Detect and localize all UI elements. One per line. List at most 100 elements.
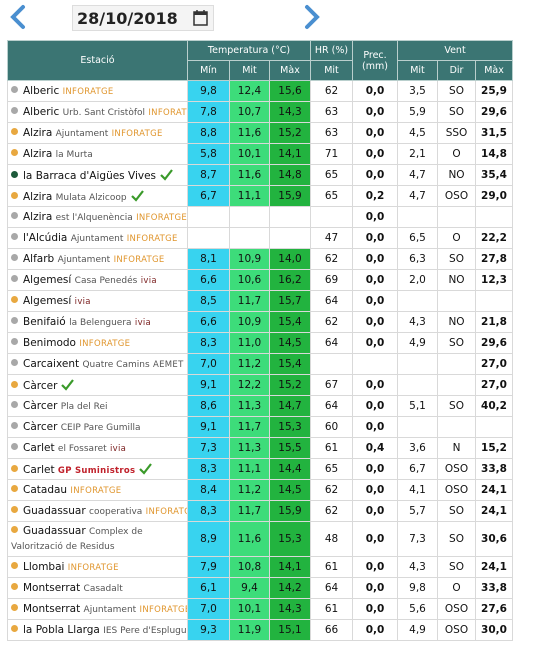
header-cell[interactable]: Màx: [269, 60, 311, 81]
value-cell: [474, 416, 514, 438]
status-dot: [11, 485, 18, 492]
verified-icon: [139, 462, 153, 475]
network-label: INFORATGE: [148, 108, 187, 118]
status-dot: [11, 562, 18, 569]
status-dot: [11, 359, 18, 366]
value-cell: 10,9: [229, 311, 270, 333]
network-label: ivia: [134, 318, 152, 328]
value-cell: 0,0: [352, 164, 398, 186]
status-dot: [11, 338, 18, 345]
station-row: Alfarb Ajuntament INFORATGE 8,1 10,9 14,0 62…: [7, 248, 514, 270]
value-cell: 30,0: [474, 619, 514, 641]
value-cell: 11,0: [229, 332, 270, 354]
network-label: INFORATGE: [111, 129, 163, 139]
header-cell[interactable]: Mit: [310, 60, 353, 81]
value-cell: 0,0: [352, 521, 398, 557]
station-row: l'Alcúdia Ajuntament INFORATGE 47 0,0 6,5 O 2…: [7, 227, 514, 249]
header-cell[interactable]: Mit: [229, 60, 270, 81]
value-cell: 11,7: [229, 416, 270, 438]
value-cell: 9,8: [397, 577, 438, 599]
station-row: Guadassuar Complex de Valorització de Re…: [7, 521, 514, 557]
value-cell: 15,1: [269, 619, 311, 641]
value-cell: OSO: [437, 479, 476, 501]
header-cell[interactable]: Dir: [437, 60, 476, 81]
value-cell: 7,0: [187, 353, 230, 375]
header-cell[interactable]: Prec. (mm): [352, 40, 398, 81]
value-cell: 14,3: [269, 101, 311, 123]
next-day[interactable]: [302, 4, 322, 30]
value-cell: 0,0: [352, 290, 398, 312]
network-label: INFORATGE: [67, 563, 119, 573]
station-detail: cooperativa: [89, 507, 143, 517]
station-detail: Quatre Camins: [82, 360, 150, 370]
value-cell: 27,8: [474, 248, 514, 270]
value-cell: [437, 374, 476, 396]
table-body: Alberic INFORATGE 9,8 12,4 15,6 62 0,0 3,5 SO 25…: [7, 80, 514, 641]
station-detail: est l'Alquenència: [55, 213, 133, 223]
value-cell: 15,9: [269, 185, 311, 207]
value-cell: 0,2: [352, 185, 398, 207]
value-cell: SO: [437, 332, 476, 354]
value-cell: 7,9: [187, 556, 230, 578]
prev-day[interactable]: [8, 4, 28, 30]
check-mark: [139, 462, 153, 475]
status-dot: [11, 401, 18, 408]
value-cell: 7,0: [187, 598, 230, 620]
value-cell: [310, 206, 353, 228]
value-cell: 15,4: [269, 311, 311, 333]
value-cell: 10,1: [229, 598, 270, 620]
value-cell: 11,2: [229, 479, 270, 501]
value-cell: 0,0: [352, 80, 398, 102]
header-cell[interactable]: Estació: [7, 40, 188, 81]
calendar-icon[interactable]: [193, 10, 208, 26]
value-cell: 0,0: [352, 479, 398, 501]
value-cell: 9,1: [187, 416, 230, 438]
value-cell: OSO: [437, 619, 476, 641]
value-cell: 14,1: [269, 143, 311, 165]
date-input[interactable]: 28/10/2018: [72, 5, 214, 31]
value-cell: 29,0: [474, 185, 514, 207]
value-cell: [437, 416, 476, 438]
value-cell: 14,4: [269, 458, 311, 480]
value-cell: 27,0: [474, 353, 514, 375]
value-cell: 14,5: [269, 479, 311, 501]
status-dot: [11, 149, 18, 156]
value-cell: [437, 353, 476, 375]
value-cell: 61: [310, 598, 353, 620]
station-cell: Catadau INFORATGE: [7, 479, 188, 501]
value-cell: 11,7: [229, 500, 270, 522]
station-name: Alzira: [23, 148, 53, 160]
network-label: INFORATGE: [136, 213, 188, 223]
header-cell[interactable]: Mín: [187, 60, 230, 81]
value-cell: [397, 374, 438, 396]
station-cell: Carlet el Fossaret ivia: [7, 437, 188, 459]
station-cell: Carcaixent Quatre Camins AEMET: [7, 353, 188, 375]
value-cell: 4,3: [397, 311, 438, 333]
value-cell: 14,8: [269, 164, 311, 186]
station-name: Carcaixent: [23, 358, 80, 370]
value-cell: 10,1: [229, 143, 270, 165]
station-cell: l'Alcúdia Ajuntament INFORATGE: [7, 227, 188, 249]
stations-table: Estació Temperatura (°C) HR (%) Prec. (m…: [7, 40, 514, 641]
station-row: Montserrat Casadalt 6,1 9,4 14,2 64 0,0 9,8 O 33…: [7, 577, 514, 599]
status-dot: [11, 296, 18, 303]
station-row: Montserrat Ajuntament INFORATGE 7,0 10,1 14…: [7, 598, 514, 620]
header-cell[interactable]: Màx: [474, 60, 514, 81]
value-cell: 11,2: [229, 353, 270, 375]
station-detail: Ajuntament: [55, 129, 109, 139]
station-cell: Montserrat Casadalt: [7, 577, 188, 599]
check-mark: [130, 189, 144, 202]
value-cell: O: [437, 227, 476, 249]
station-row: Alzira la Murta 5,8 10,1 14,1 71 0,0 2,1 O 14,8: [7, 143, 514, 165]
station-detail: Mulata Alzicoop: [55, 192, 127, 203]
value-cell: [187, 227, 230, 249]
value-cell: 16,2: [269, 269, 311, 291]
station-row: Càrcer CEIP Pare Gumilla 9,1 11,7 15,3 60 0,0: [7, 416, 514, 438]
header-cell[interactable]: Mit: [397, 60, 438, 81]
station-name: Montserrat: [23, 582, 81, 594]
value-cell: 0,0: [352, 101, 398, 123]
value-cell: 64: [310, 332, 353, 354]
value-cell: N: [437, 437, 476, 459]
station-detail: la Belenguera: [69, 318, 132, 328]
station-row: Catadau INFORATGE 8,4 11,2 14,5 62 0,0 4,1 OSO 2…: [7, 479, 514, 501]
